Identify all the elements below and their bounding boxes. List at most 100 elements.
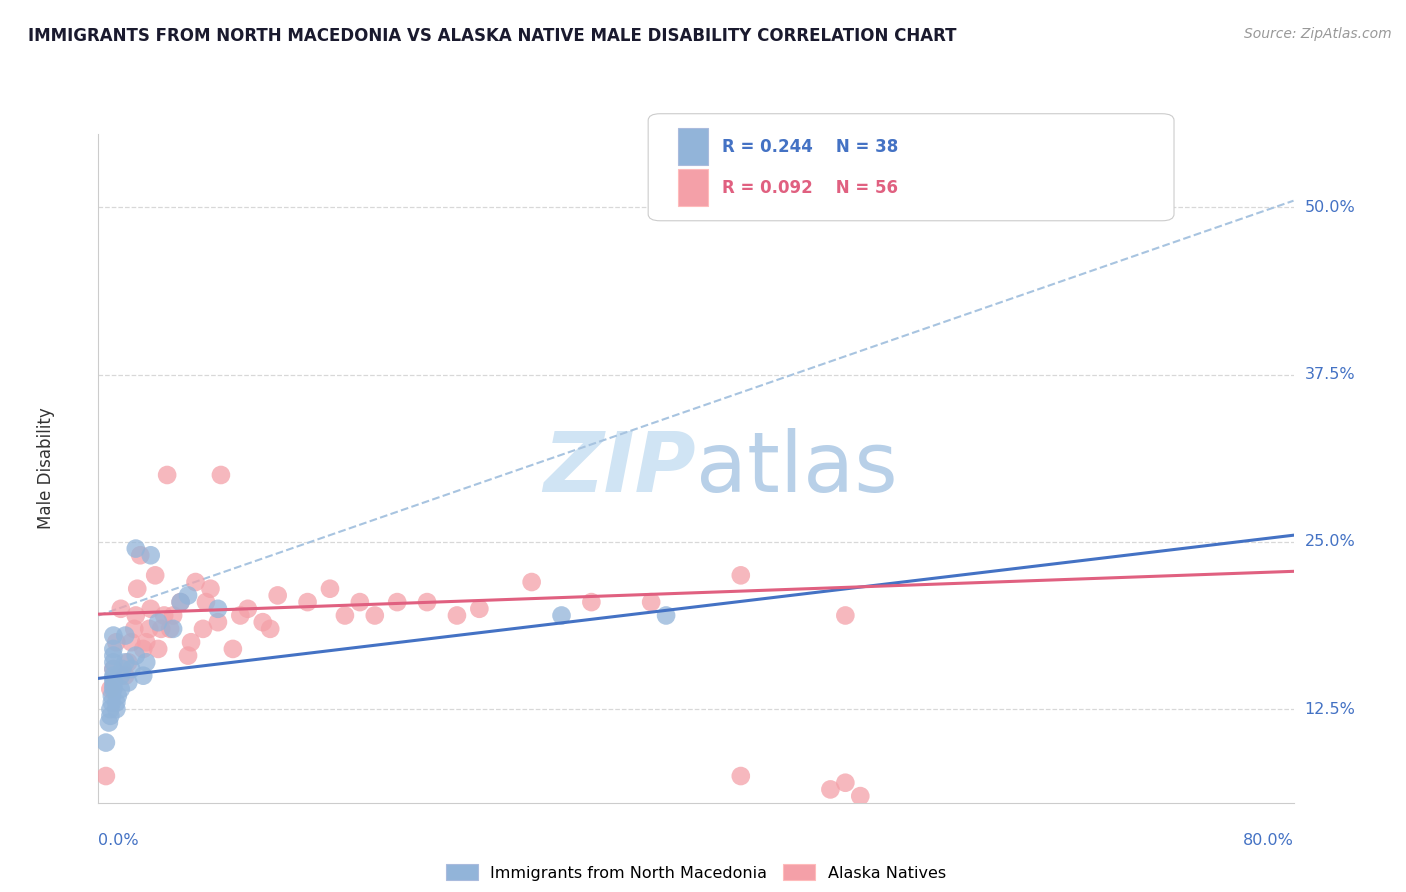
Point	[132, 642, 155, 657]
Point	[129, 548, 152, 563]
Point	[550, 608, 572, 623]
Text: Source: ZipAtlas.com: Source: ZipAtlas.com	[1244, 27, 1392, 41]
Point	[640, 595, 662, 609]
Point	[98, 708, 122, 723]
Point	[143, 568, 166, 582]
Point	[110, 681, 132, 696]
Point	[110, 602, 132, 616]
Point	[103, 662, 125, 676]
Text: 12.5%: 12.5%	[1305, 702, 1355, 716]
Point	[820, 782, 842, 797]
Point	[520, 575, 543, 590]
Point	[125, 608, 148, 623]
Point	[333, 608, 356, 623]
Point	[156, 468, 179, 483]
Point	[105, 635, 128, 649]
Point	[319, 582, 342, 596]
Point	[135, 635, 157, 649]
Point	[730, 568, 752, 582]
Point	[111, 662, 134, 676]
Point	[98, 702, 122, 716]
Point	[207, 615, 229, 630]
Point	[138, 622, 160, 636]
Point	[120, 662, 142, 676]
Point	[730, 769, 752, 783]
Point	[385, 595, 409, 609]
Point	[194, 595, 218, 609]
Point	[94, 735, 117, 749]
Text: 0.0%: 0.0%	[98, 833, 139, 848]
Point	[259, 622, 281, 636]
Text: IMMIGRANTS FROM NORTH MACEDONIA VS ALASKA NATIVE MALE DISABILITY CORRELATION CHA: IMMIGRANTS FROM NORTH MACEDONIA VS ALASK…	[28, 27, 956, 45]
Point	[446, 608, 468, 623]
Point	[135, 655, 157, 669]
Text: R = 0.092    N = 56: R = 0.092 N = 56	[723, 179, 898, 197]
Point	[105, 696, 128, 710]
Point	[103, 669, 125, 683]
Point	[191, 622, 214, 636]
Point	[236, 602, 259, 616]
FancyBboxPatch shape	[678, 128, 709, 165]
Point	[125, 648, 148, 663]
Point	[207, 602, 229, 616]
Point	[169, 595, 191, 609]
Point	[94, 769, 117, 783]
Text: 80.0%: 80.0%	[1243, 833, 1294, 848]
Text: R = 0.244    N = 38: R = 0.244 N = 38	[723, 137, 898, 155]
Point	[110, 669, 132, 683]
Point	[103, 642, 125, 657]
Point	[200, 582, 222, 596]
Text: atlas: atlas	[696, 428, 897, 508]
Point	[97, 715, 120, 730]
Point	[222, 642, 245, 657]
Point	[209, 468, 232, 483]
Point	[297, 595, 319, 609]
Point	[139, 548, 162, 563]
Point	[103, 680, 125, 694]
Point	[101, 696, 124, 710]
Point	[103, 629, 125, 643]
Point	[153, 608, 176, 623]
FancyBboxPatch shape	[678, 169, 709, 206]
Point	[267, 589, 290, 603]
Point	[117, 675, 139, 690]
Point	[150, 622, 173, 636]
Point	[120, 635, 142, 649]
Point	[169, 595, 191, 609]
Point	[103, 675, 125, 690]
Point	[103, 648, 125, 663]
Text: ZIP: ZIP	[543, 428, 696, 508]
Point	[103, 662, 125, 676]
FancyBboxPatch shape	[648, 114, 1174, 221]
Point	[834, 608, 856, 623]
Legend: Immigrants from North Macedonia, Alaska Natives: Immigrants from North Macedonia, Alaska …	[439, 857, 953, 887]
Point	[162, 608, 184, 623]
Point	[468, 602, 491, 616]
Point	[114, 629, 136, 643]
Point	[364, 608, 387, 623]
Point	[114, 655, 136, 669]
Point	[107, 689, 129, 703]
Point	[103, 672, 125, 686]
Point	[103, 681, 125, 696]
Point	[124, 622, 146, 636]
Point	[349, 595, 371, 609]
Point	[98, 681, 122, 696]
Point	[184, 575, 207, 590]
Point	[177, 648, 200, 663]
Point	[125, 541, 148, 556]
Point	[148, 615, 170, 630]
Point	[148, 642, 170, 657]
Point	[114, 669, 136, 683]
Point	[177, 589, 200, 603]
Text: 50.0%: 50.0%	[1305, 200, 1355, 215]
Point	[416, 595, 439, 609]
Point	[229, 608, 252, 623]
Point	[180, 635, 202, 649]
Point	[162, 622, 184, 636]
Point	[117, 655, 139, 669]
Point	[159, 622, 181, 636]
Point	[127, 582, 149, 596]
Text: 25.0%: 25.0%	[1305, 534, 1355, 549]
Point	[581, 595, 603, 609]
